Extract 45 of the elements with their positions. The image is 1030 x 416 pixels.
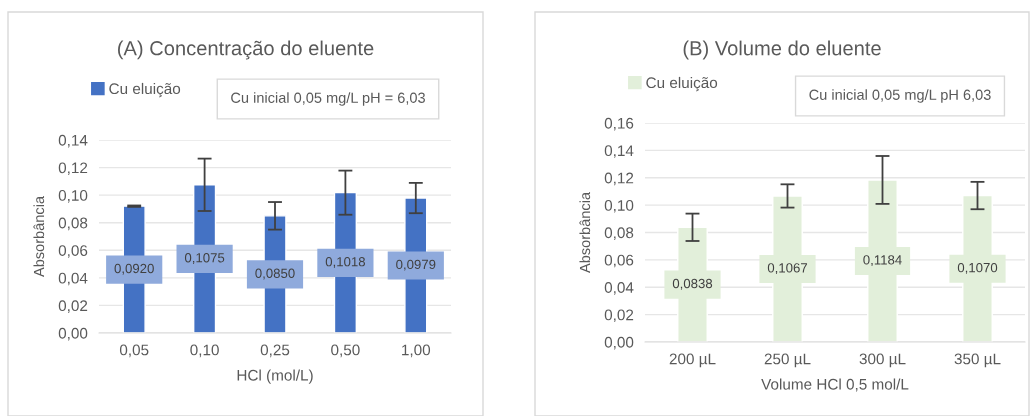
- x-axis-title: Volume HCl 0,5 mol/L: [761, 378, 909, 392]
- chart-title: (A) Concentração do eluente: [118, 40, 374, 60]
- y-tick-label: 0,06: [58, 245, 88, 258]
- data-label: 0,1070: [957, 262, 998, 274]
- y-tick-label: 0,12: [604, 172, 634, 186]
- data-label: 0,1067: [767, 263, 808, 275]
- y-tick-label: 0,10: [604, 199, 634, 213]
- text: Cu inicial 0,05 mg/L pH = 6,03: [231, 92, 425, 106]
- y-tick-label: 0,10: [58, 190, 88, 203]
- x-tick-label: 0,10: [190, 344, 219, 358]
- y-tick-label: 0,00: [604, 336, 634, 350]
- text: Cu inicial 0,05 mg/L pH 6,03: [809, 89, 991, 103]
- data-label: 0,0920: [114, 263, 154, 275]
- x-tick-label: 350 µL: [954, 353, 1001, 368]
- y-tick-label: 0,04: [58, 272, 88, 286]
- x-tick-label: 200 µL: [669, 353, 716, 368]
- x-tick-label: 0,50: [331, 344, 360, 358]
- chart-title: (B) Volume do eluente: [683, 40, 881, 60]
- y-tick-label: 0,14: [58, 134, 88, 148]
- y-axis-title: Absorbância: [33, 195, 45, 277]
- y-tick-label: 0,00: [58, 327, 88, 341]
- data-label: 0,1184: [863, 255, 902, 267]
- x-tick-label: 0,05: [119, 344, 149, 358]
- y-tick-label: 0,04: [604, 282, 634, 295]
- legend-label: Cu eluição: [646, 76, 718, 92]
- legend-label: Cu eluição: [109, 82, 181, 98]
- y-tick-label: 0,08: [58, 217, 88, 231]
- x-tick-label: 0,25: [260, 344, 290, 358]
- y-tick-label: 0,16: [604, 117, 634, 131]
- y-tick-label: 0,08: [604, 227, 634, 240]
- x-tick-label: 300 µL: [859, 353, 906, 368]
- data-label: 0,0838: [672, 278, 713, 290]
- y-axis-title: Absorbância: [579, 191, 591, 273]
- x-axis-title: HCl (mol/L): [237, 369, 313, 384]
- x-tick-label: 1,00: [402, 344, 431, 358]
- data-label: 0,1018: [325, 257, 366, 268]
- y-tick-label: 0,02: [604, 309, 634, 323]
- data-label: 0,1075: [184, 253, 225, 264]
- y-tick-label: 0,12: [58, 162, 88, 176]
- data-label: 0,0850: [255, 268, 295, 280]
- y-tick-label: 0,06: [604, 254, 634, 268]
- y-tick-label: 0,14: [604, 145, 634, 158]
- data-label: 0,0979: [396, 259, 436, 271]
- y-tick-label: 0,02: [58, 300, 88, 313]
- x-tick-label: 250 µL: [764, 353, 811, 368]
